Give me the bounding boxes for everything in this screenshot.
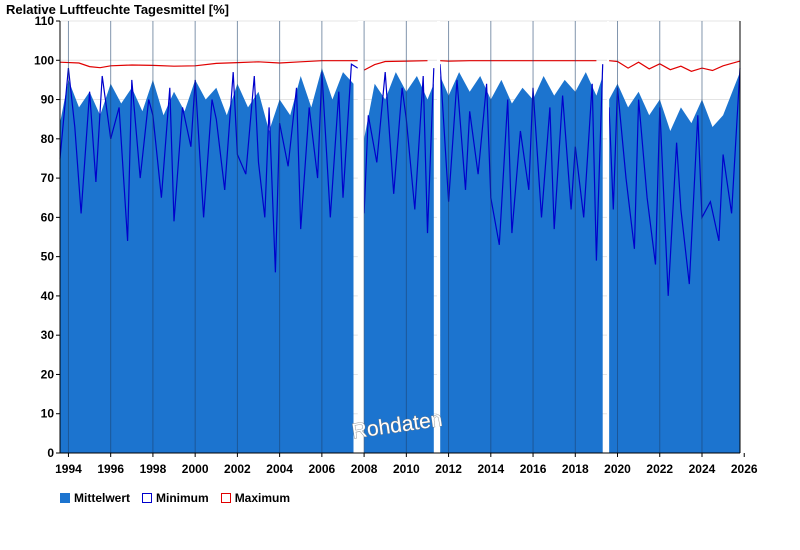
legend-label-mean: Mittelwert [74,491,131,505]
x-tick-label: 2006 [309,462,336,476]
y-tick-label: 110 [35,14,55,28]
series-minimum-line [439,64,604,261]
x-tick-label: 2018 [562,462,589,476]
y-tick-label: 30 [41,328,55,342]
legend-swatch-max [220,493,231,503]
y-tick-label: 80 [41,132,55,146]
chart-title: Relative Luftfeuchte Tagesmittel [%] [6,2,229,17]
legend-swatch-min [142,493,153,503]
x-tick-label: 2008 [351,462,378,476]
x-tick-label: 1996 [97,462,124,476]
series-maximum-line [363,60,428,71]
gap-layer [357,21,610,453]
x-tick-label: 2014 [477,462,504,476]
legend-item-min: Minimum [142,491,209,505]
series-minimum-line [608,68,741,296]
legend-item-mean: Mittelwert [60,491,130,505]
x-tick-label: 2022 [646,462,673,476]
x-tick-label: 2002 [224,462,251,476]
legend-label-max: Maximum [234,491,291,505]
series-layer [59,60,741,453]
x-tick-label: 1994 [55,462,82,476]
data-gap [357,21,365,453]
y-tick-label: 70 [41,171,55,185]
tick-labels: 0 10 20 30 40 50 60 70 80 90 100 110 1994 1996 1998 200… [34,14,758,476]
data-gap [606,21,610,453]
y-tick-label: 0 [47,446,54,460]
x-tick-label: 2026 [731,462,758,476]
y-tick-label: 60 [41,210,55,224]
series-mittelwert-area [609,72,740,453]
series-mittelwert-area [60,68,354,453]
y-tick-label: 90 [41,93,55,107]
series-mittelwert-area [364,72,434,453]
series-minimum-line [363,68,435,234]
series-mittelwert-area [440,72,603,453]
x-tick-label: 1998 [140,462,167,476]
x-tick-label: 2012 [435,462,462,476]
legend: Mittelwert Minimum Maximum [60,491,290,505]
legend-item-max: Maximum [220,491,291,505]
x-tick-label: 2024 [689,462,716,476]
axes [56,20,745,457]
x-tick-label: 2004 [266,462,293,476]
series-maximum-line [609,60,741,72]
x-tick-label: 2000 [182,462,209,476]
y-tick-label: 100 [34,53,54,67]
y-tick-label: 50 [41,250,55,264]
data-gap [436,21,441,453]
y-tick-label: 20 [41,367,55,381]
series-minimum-line [59,63,359,273]
x-tick-label: 2010 [393,462,420,476]
y-tick-label: 40 [41,289,55,303]
x-tick-label: 2016 [520,462,547,476]
legend-label-min: Minimum [156,491,209,505]
x-tick-label: 2020 [604,462,631,476]
y-tick-label: 10 [41,407,55,421]
legend-swatch-mean [60,493,70,503]
